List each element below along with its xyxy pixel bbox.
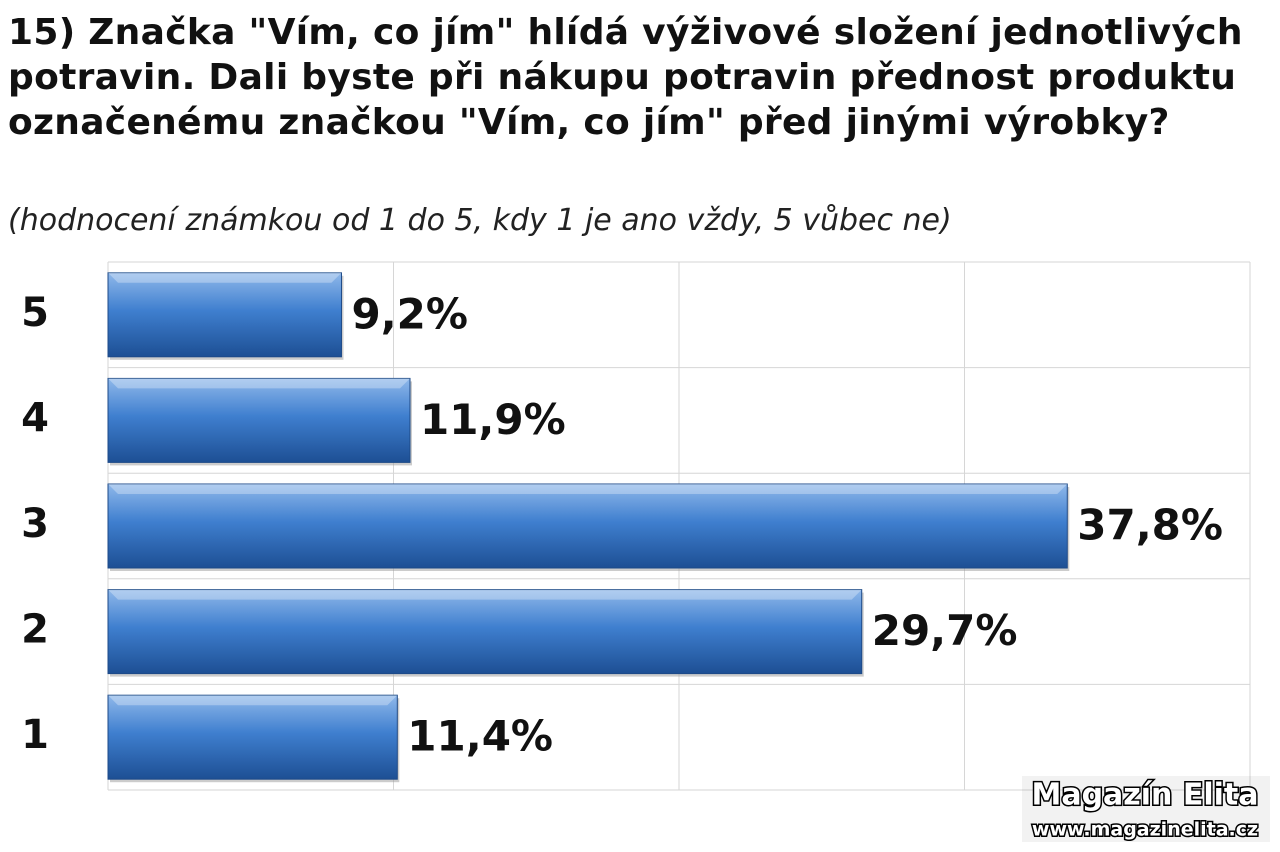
- bar: [107, 483, 1068, 569]
- y-tick-label: 5: [21, 290, 49, 336]
- y-tick-label: 2: [21, 607, 49, 653]
- bar-bevel: [108, 484, 1068, 494]
- data-label: 37,8%: [1077, 501, 1223, 550]
- bar-bevel: [108, 272, 342, 283]
- y-tick-label: 3: [21, 501, 49, 547]
- data-label: 9,2%: [351, 289, 467, 338]
- data-label: 11,4%: [407, 712, 553, 761]
- bar: [107, 272, 342, 358]
- y-tick-label: 1: [21, 712, 49, 758]
- chart-title: 15) Značka "Vím, co jím" hlídá výživové …: [8, 12, 1243, 143]
- y-tick-label: 4: [21, 395, 49, 441]
- data-label: 29,7%: [872, 606, 1018, 655]
- watermark-url: www.magazinelita.cz: [1032, 819, 1258, 841]
- bar: [107, 377, 411, 463]
- data-label: 11,9%: [420, 395, 566, 444]
- watermark-bg: [1022, 776, 1270, 842]
- bar-bevel: [108, 695, 398, 706]
- bar: [107, 589, 863, 675]
- chart-subtitle: (hodnocení známkou od 1 do 5, kdy 1 je a…: [8, 203, 952, 238]
- bar: [107, 694, 398, 780]
- bar-bevel: [108, 378, 410, 389]
- watermark-title: Magazín Elita: [1031, 778, 1258, 813]
- bar-bevel: [108, 589, 862, 600]
